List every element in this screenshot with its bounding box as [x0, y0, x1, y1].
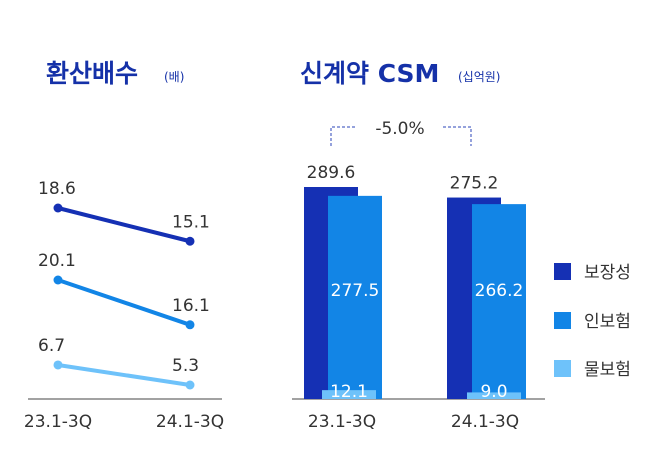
- line-data-label: 16.1: [172, 296, 210, 316]
- line-data-label: 20.1: [38, 251, 76, 271]
- legend-label: 인보험: [584, 312, 631, 332]
- left-chart-unit: (배): [164, 70, 184, 84]
- change-bracket-left: [330, 126, 357, 146]
- bar-light-label: 9.0: [480, 382, 507, 402]
- right-chart-unit: (십억원): [458, 70, 500, 84]
- bar-personal-insurance: [328, 195, 382, 399]
- legend-label: 보장성: [584, 263, 631, 283]
- bar-property-insurance: [467, 392, 521, 399]
- change-label: -5.0%: [375, 119, 424, 139]
- line-point: [53, 360, 63, 370]
- line-point: [185, 380, 195, 390]
- bar-total-label: 289.6: [307, 163, 356, 183]
- bar-light-label: 12.1: [330, 382, 368, 402]
- line-data-label: 18.6: [38, 179, 76, 199]
- left-x-tick-label: 23.1-3Q: [24, 412, 92, 432]
- line-series-1: [56, 206, 192, 244]
- line-data-label: 5.3: [172, 356, 199, 376]
- legend-swatch: [554, 263, 571, 280]
- line-point: [53, 203, 63, 213]
- legend-swatch: [554, 360, 571, 377]
- left-chart-title: 환산배수: [46, 59, 138, 88]
- change-bracket-right: [443, 126, 472, 146]
- line-data-label: 6.7: [38, 336, 65, 356]
- right-x-tick-label: 24.1-3Q: [451, 412, 519, 432]
- bar-personal-insurance: [472, 204, 526, 399]
- line-data-label: 15.1: [172, 212, 210, 232]
- line-point: [185, 236, 195, 246]
- bar-total-label: 275.2: [450, 174, 499, 194]
- bar-property-insurance: [322, 390, 376, 399]
- left-x-tick-label: 24.1-3Q: [156, 412, 224, 432]
- right-chart-title: 신계약 CSM: [300, 59, 439, 88]
- legend-swatch: [554, 312, 571, 329]
- line-series-3: [56, 362, 192, 387]
- right-x-tick-label: 23.1-3Q: [308, 412, 376, 432]
- line-point: [53, 275, 63, 285]
- line-point: [185, 320, 195, 330]
- bar-mid-label: 266.2: [475, 281, 524, 301]
- line-series-2: [56, 278, 192, 327]
- legend-label: 물보험: [584, 360, 631, 380]
- bar-mid-label: 277.5: [331, 281, 380, 301]
